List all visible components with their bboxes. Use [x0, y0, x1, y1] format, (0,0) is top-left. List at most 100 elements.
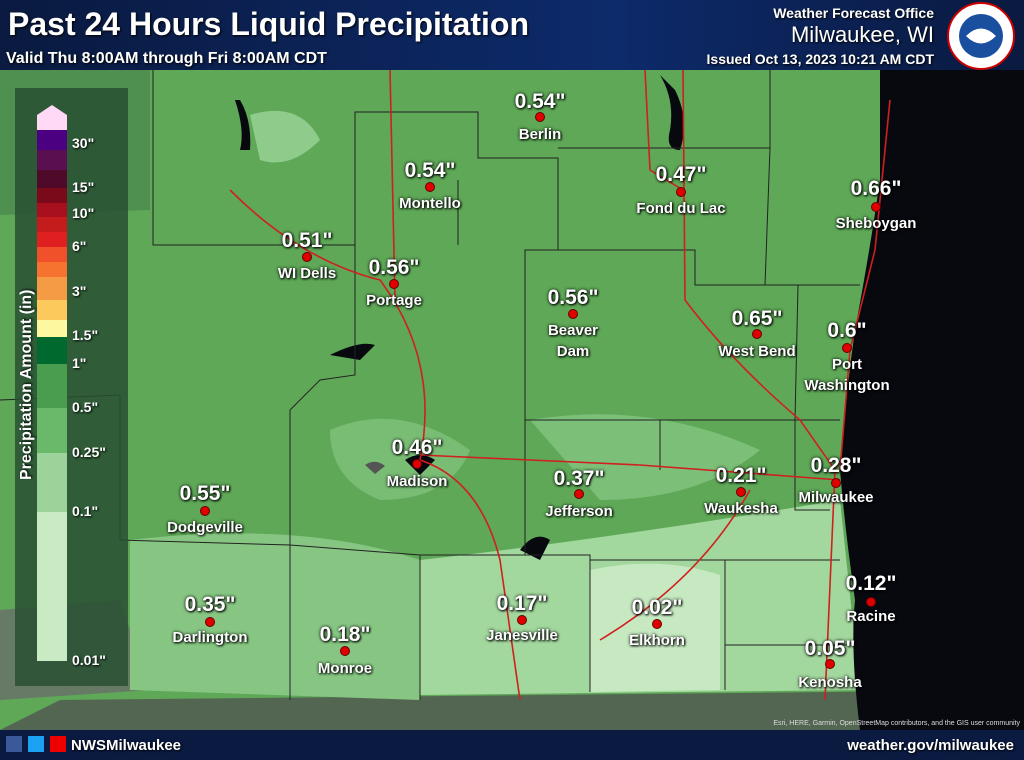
- legend-swatch: [37, 150, 67, 170]
- legend-label: 0.1": [72, 503, 99, 519]
- urban-area: [365, 461, 385, 474]
- legend-swatch: [37, 188, 67, 203]
- legend-swatch: [37, 337, 67, 364]
- station-name: Monroe: [317, 660, 373, 677]
- station-amount: 0.54": [404, 159, 456, 182]
- lake: [520, 536, 550, 560]
- station-name: Janesville: [486, 627, 558, 644]
- station-amount: 0.21": [715, 464, 767, 487]
- station-amount: 0.37": [553, 467, 605, 490]
- legend-swatch: [37, 300, 67, 320]
- station-dot: [412, 459, 422, 469]
- station-dot: [736, 487, 746, 497]
- station-amount: 0.35": [184, 593, 236, 616]
- station-dot: [574, 489, 584, 499]
- legend-swatch: [37, 203, 67, 217]
- light-area: [330, 418, 470, 500]
- light-area: [130, 533, 420, 700]
- station-dot: [568, 309, 578, 319]
- legend-swatch: [37, 512, 67, 661]
- legend-swatch: [37, 262, 67, 277]
- station-amount: 0.05": [804, 637, 856, 660]
- station-dot: [205, 617, 215, 627]
- station-dot: [389, 279, 399, 289]
- twitter-icon[interactable]: [28, 736, 44, 752]
- station-name: Milwaukee: [798, 489, 874, 506]
- station-dot: [517, 615, 527, 625]
- station-name: Berlin: [518, 126, 562, 143]
- station-amount: 0.17": [496, 592, 548, 615]
- station-dot: [842, 343, 852, 353]
- legend-label: 1": [72, 355, 87, 371]
- station-name: Fond du Lac: [636, 200, 726, 217]
- lake: [330, 343, 375, 360]
- legend-label: 30": [72, 135, 95, 151]
- station-amount: 0.66": [850, 177, 902, 200]
- nws-logo: [947, 2, 1015, 70]
- station-amount: 0.56": [547, 286, 599, 309]
- station-name: Sheboygan: [835, 215, 917, 232]
- legend-label: 0.25": [72, 444, 106, 460]
- station-dot: [831, 478, 841, 488]
- station-name: WI Dells: [277, 265, 337, 282]
- station-amount: 0.51": [281, 229, 333, 252]
- station-dot: [302, 252, 312, 262]
- legend-swatch: [37, 277, 67, 300]
- station-dot: [425, 182, 435, 192]
- station-name: Kenosha: [798, 674, 862, 691]
- legend-swatch: [37, 247, 67, 262]
- station-amount: 0.6": [827, 319, 867, 342]
- station-amount: 0.56": [368, 256, 420, 279]
- station-amount: 0.65": [731, 307, 783, 330]
- location: Milwaukee, WI: [790, 22, 934, 47]
- station-amount: 0.46": [391, 436, 443, 459]
- attribution: Esri, HERE, Garmin, OpenStreetMap contri…: [773, 720, 1020, 727]
- lake-winnebago: [660, 75, 684, 150]
- station-name: Madison: [386, 473, 448, 490]
- legend-swatch: [37, 320, 67, 337]
- station-dot: [752, 329, 762, 339]
- legend: [15, 88, 128, 686]
- station-amount: 0.54": [514, 90, 566, 113]
- legend-label: 15": [72, 179, 95, 195]
- station-amount: 0.47": [655, 163, 707, 186]
- station-amount: 0.18": [319, 623, 371, 646]
- legend-label: 3": [72, 283, 87, 299]
- social-handle[interactable]: NWSMilwaukee: [71, 737, 182, 754]
- station-amount: 0.55": [179, 482, 231, 505]
- legend-label: 0.5": [72, 399, 99, 415]
- station-name: Montello: [399, 195, 461, 212]
- station-name: Racine: [846, 608, 896, 625]
- station-name: Portage: [366, 292, 422, 309]
- station-dot: [652, 619, 662, 629]
- header-bar: [0, 0, 1024, 70]
- station-dot: [871, 202, 881, 212]
- facebook-icon[interactable]: [6, 736, 22, 752]
- issued: Issued Oct 13, 2023 10:21 AM CDT: [706, 51, 934, 67]
- legend-swatch: [37, 130, 67, 150]
- legend-label: 0.01": [72, 652, 106, 668]
- station-amount: 0.28": [810, 454, 862, 477]
- station-name: Elkhorn: [629, 632, 685, 649]
- legend-label: 6": [72, 238, 87, 254]
- station-dot: [825, 659, 835, 669]
- county-lines: [0, 70, 860, 700]
- station-dot: [340, 646, 350, 656]
- station-amount: 0.12": [845, 572, 897, 595]
- legend-swatch: [37, 170, 67, 188]
- station-name: West Bend: [718, 343, 796, 360]
- legend-title: Precipitation Amount (in): [18, 289, 35, 480]
- station-name: Waukesha: [704, 500, 778, 517]
- lake-michigan: [840, 70, 1024, 730]
- illinois-region: [0, 690, 1024, 730]
- light-area: [250, 110, 320, 163]
- lake: [235, 100, 251, 150]
- website[interactable]: weather.gov/milwaukee: [847, 737, 1014, 754]
- light-area: [530, 414, 760, 500]
- youtube-icon[interactable]: [50, 736, 66, 752]
- office: Weather Forecast Office: [773, 5, 934, 21]
- legend-color-bar: [37, 105, 67, 661]
